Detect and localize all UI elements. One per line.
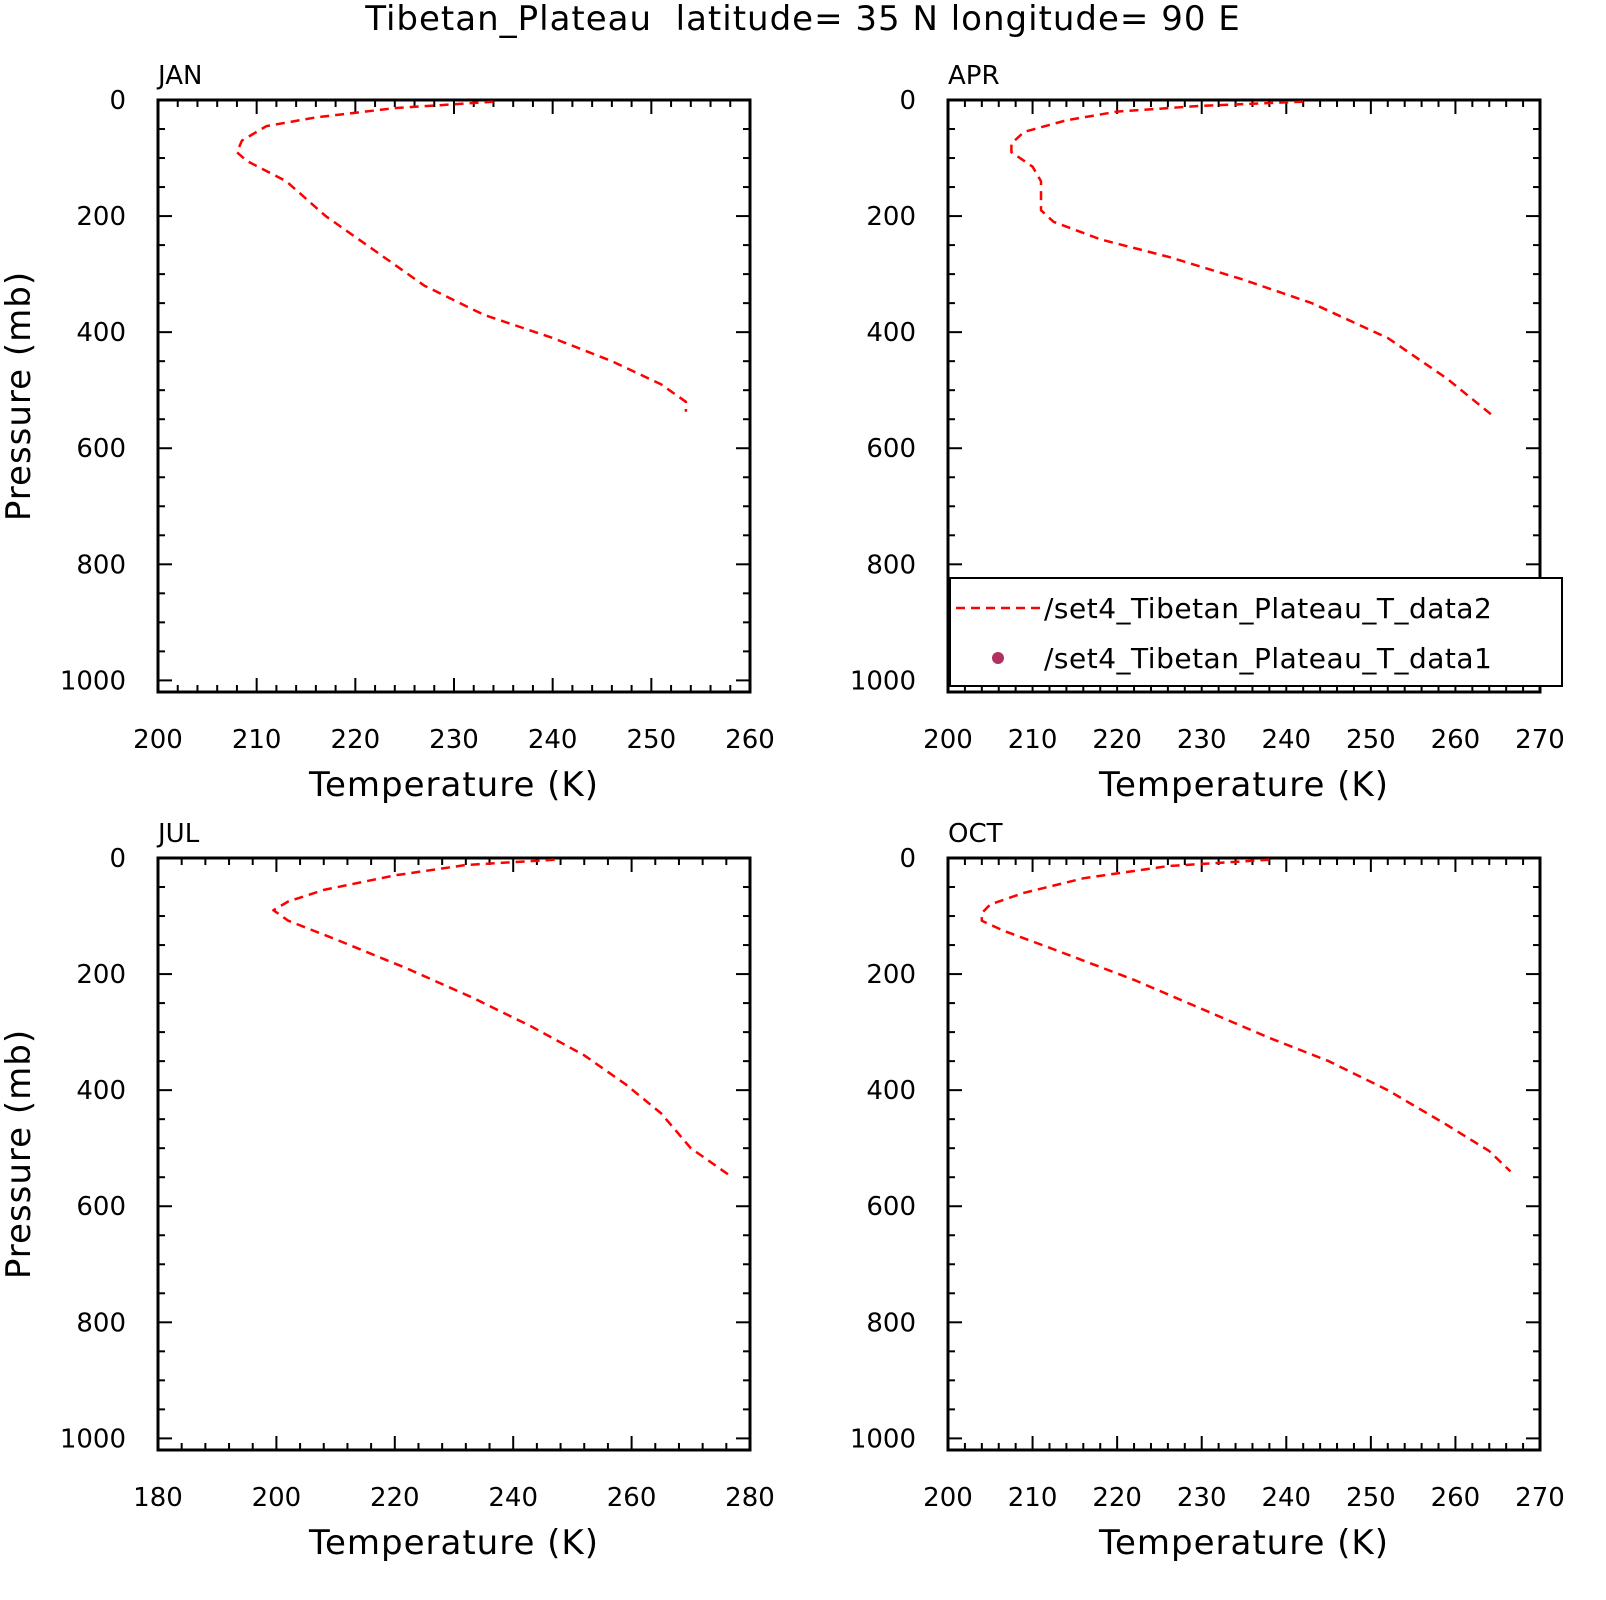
panel-label-jan: JAN [156,61,202,91]
x-tick-label: 220 [370,1483,420,1513]
x-tick-label: 200 [133,725,183,755]
y-tick-label: 200 [866,202,916,232]
plot-frame-apr [946,98,1542,694]
plot-frame-jul [156,856,752,1452]
x-tick-label: 210 [232,725,282,755]
x-tick-label: 270 [1515,1483,1565,1513]
x-tick-label: 180 [133,1483,183,1513]
panel-jul: 180 200 220 240 260 280 0 200 400 600 800 1000 JUL Te… [0,819,775,1563]
x-tick-label: 210 [1008,1483,1058,1513]
y-tick-label: 400 [866,318,916,348]
legend-entry-label: /set4_Tibetan_Plateau_T_data2 [1044,592,1492,625]
legend-swatch-dot [992,652,1004,664]
panels: 200 210 220 230 240 250 260 0 200 400 600 800 1000 JA… [0,61,1565,1563]
x-tick-label: 200 [923,1483,973,1513]
x-tick-label: 240 [1261,1483,1311,1513]
x-tick-label: 250 [1346,725,1396,755]
x-tick-label: 210 [1008,725,1058,755]
y-tick-label: 800 [866,550,916,580]
panel-label-oct: OCT [948,819,1003,849]
y-tick-label: 1000 [850,666,916,696]
x-tick-label: 260 [1431,725,1481,755]
y-tick-label: 0 [109,844,126,874]
y-tick-label: 1000 [850,1424,916,1454]
y-tick-label: 400 [866,1076,916,1106]
y-tick-label: 600 [866,434,916,464]
x-axis-label: Temperature (K) [1098,1523,1389,1563]
panel-jan: 200 210 220 230 240 250 260 0 200 400 600 800 1000 JA… [0,61,775,805]
x-tick-label: 200 [252,1483,302,1513]
legend: /set4_Tibetan_Plateau_T_data2/set4_Tibet… [949,577,1563,687]
y-tick-label: 600 [866,1192,916,1222]
x-tick-label: 220 [1092,1483,1142,1513]
x-tick-label: 230 [429,725,479,755]
series-line-jul [272,858,733,1179]
x-axis-label: Temperature (K) [308,765,599,805]
y-axis-label: Pressure (mb) [0,271,39,521]
legend-box [949,577,1563,687]
panel-oct: 200 210 220 230 240 250 260 270 0 200 400 600 800 100… [850,819,1565,1563]
series-line-jan [235,100,688,412]
x-tick-label: 260 [1431,1483,1481,1513]
y-tick-label: 800 [76,550,126,580]
y-tick-label: 400 [76,318,126,348]
panel-label-jul: JUL [156,819,200,849]
x-tick-label: 270 [1515,725,1565,755]
series-line-oct [980,858,1512,1173]
y-tick-label: 800 [866,1308,916,1338]
x-tick-label: 240 [488,1483,538,1513]
y-axis-label: Pressure (mb) [0,1029,39,1279]
y-tick-label: 1000 [60,1424,126,1454]
x-tick-label: 240 [1261,725,1311,755]
y-tick-label: 1000 [60,666,126,696]
panel-label-apr: APR [948,61,1000,91]
x-tick-label: 240 [528,725,578,755]
x-tick-label: 260 [607,1483,657,1513]
x-tick-label: 250 [1346,1483,1396,1513]
panel-apr: 200 210 220 230 240 250 260 270 0 200 400 600 800 100… [850,61,1565,805]
y-tick-label: 200 [866,960,916,990]
figure-title: Tibetan_Plateau latitude= 35 N longitude… [364,0,1241,39]
y-tick-label: 0 [899,86,916,116]
y-tick-label: 200 [76,960,126,990]
legend-entry-label: /set4_Tibetan_Plateau_T_data1 [1044,642,1492,675]
x-tick-label: 230 [1177,1483,1227,1513]
x-tick-label: 250 [627,725,677,755]
y-tick-label: 400 [76,1076,126,1106]
y-tick-label: 800 [76,1308,126,1338]
plot-frame-oct [946,856,1542,1452]
x-tick-label: 200 [923,725,973,755]
x-tick-label: 280 [725,1483,775,1513]
x-axis-label: Temperature (K) [1098,765,1389,805]
y-tick-label: 600 [76,434,126,464]
x-tick-label: 220 [1092,725,1142,755]
x-axis-label: Temperature (K) [308,1523,599,1563]
plot-frame-jan [156,98,752,694]
x-tick-label: 260 [725,725,775,755]
y-tick-label: 0 [899,844,916,874]
x-tick-label: 230 [1177,725,1227,755]
y-tick-label: 200 [76,202,126,232]
x-tick-label: 220 [331,725,381,755]
y-tick-label: 600 [76,1192,126,1222]
y-tick-label: 0 [109,86,126,116]
series-line-apr [1010,100,1495,418]
